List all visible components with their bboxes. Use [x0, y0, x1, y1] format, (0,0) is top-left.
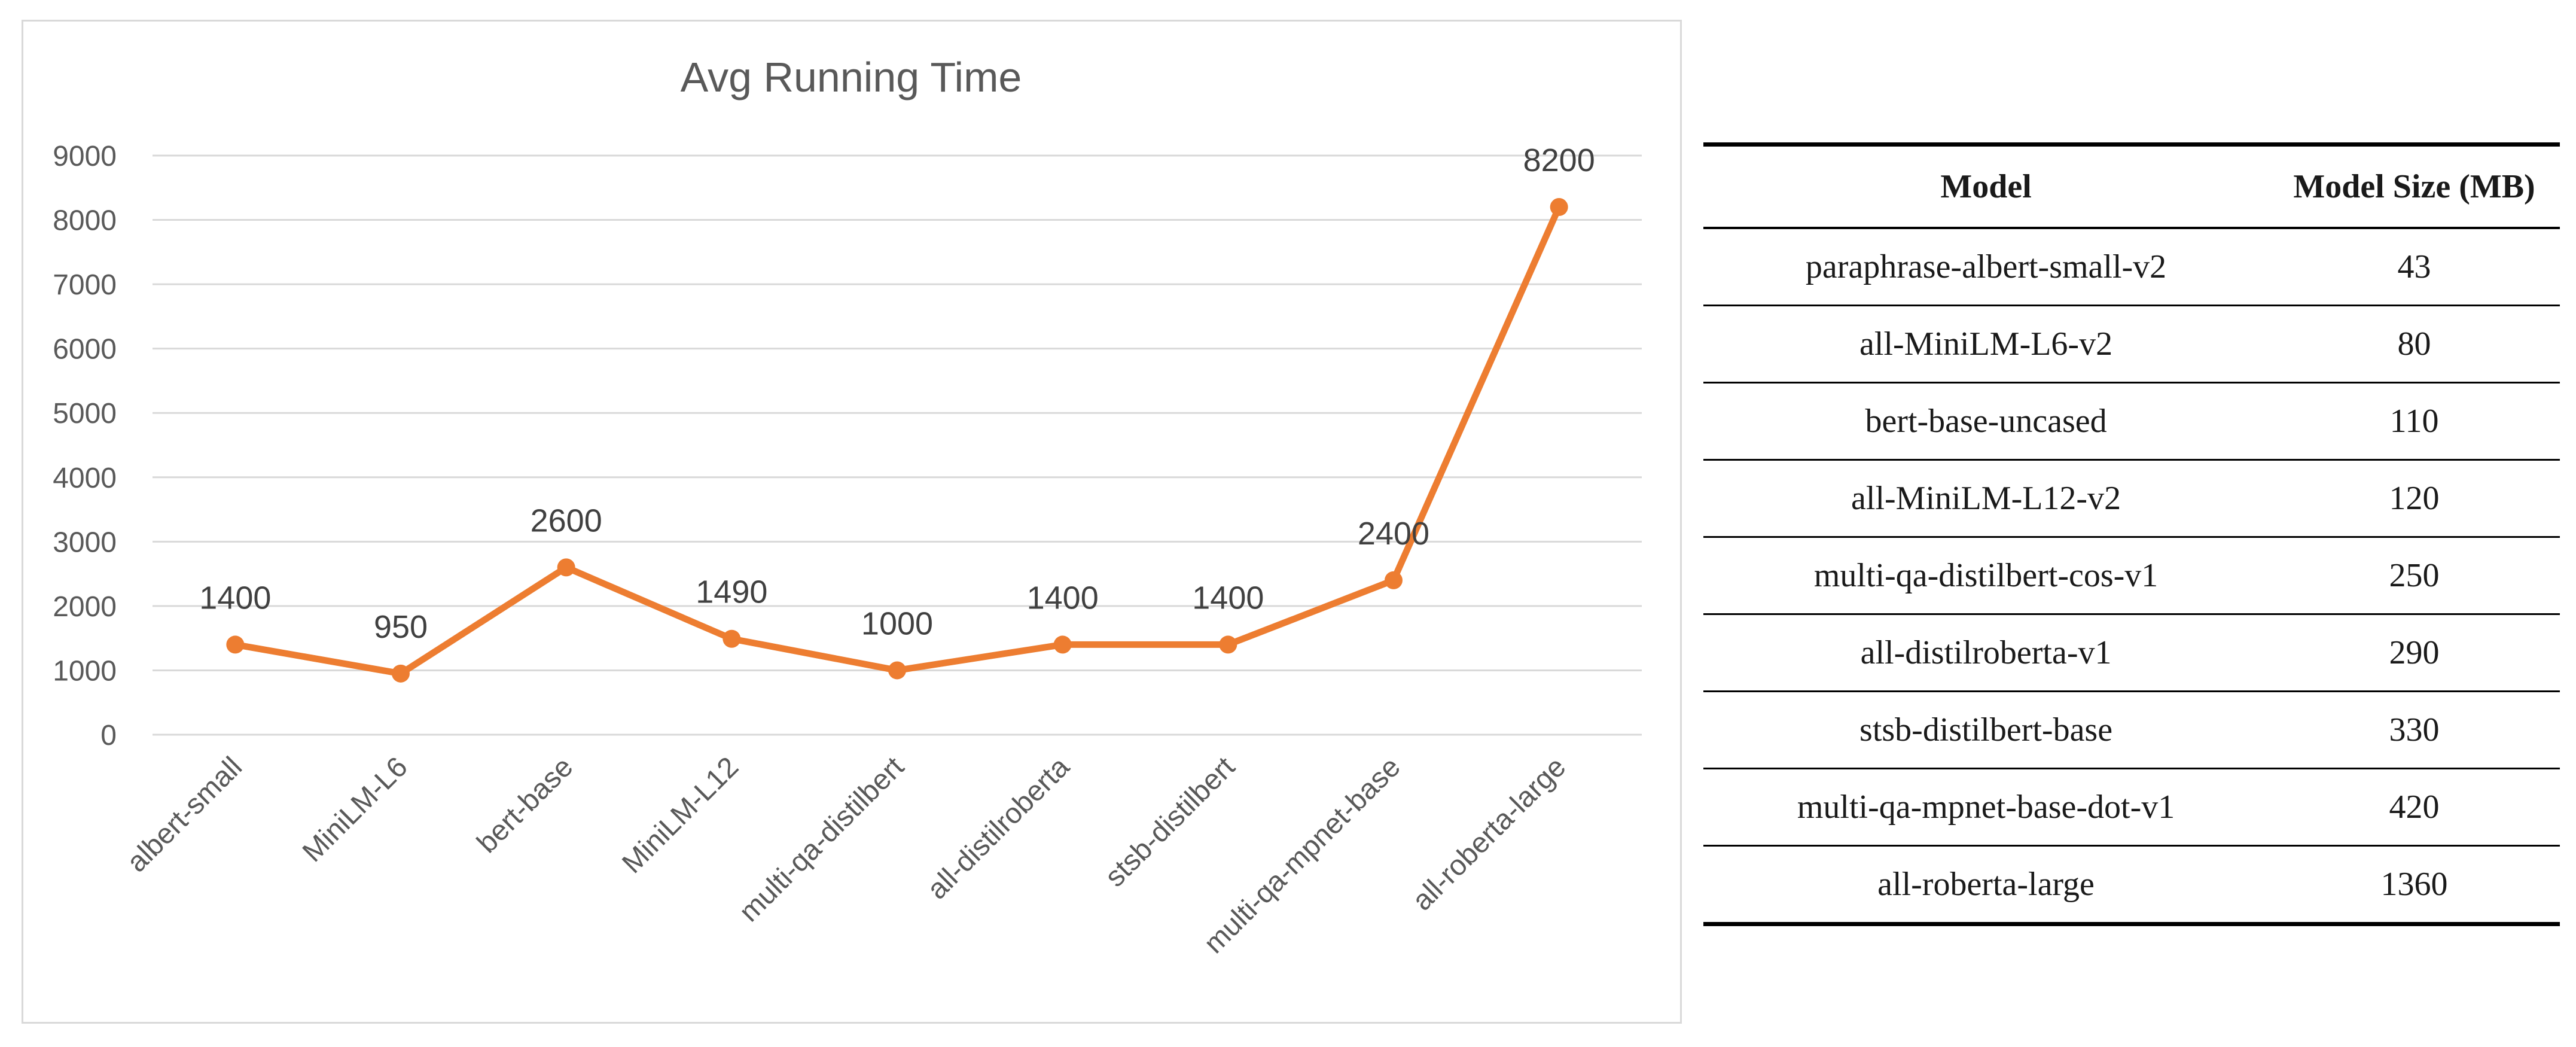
cell-size: 80: [2269, 305, 2560, 384]
y-tick-label: 6000: [53, 334, 117, 366]
header-model-size: Model Size (MB): [2269, 142, 2560, 229]
data-point: [723, 629, 741, 648]
y-tick-label: 5000: [53, 398, 117, 430]
data-point: [1550, 198, 1568, 217]
y-tick-label: 8000: [53, 205, 117, 237]
data-label: 8200: [1523, 142, 1595, 178]
y-tick-label: 0: [100, 720, 117, 751]
cell-size: 290: [2269, 614, 2560, 692]
data-label: 1400: [1027, 580, 1099, 616]
cell-size: 43: [2269, 228, 2560, 306]
y-tick-label: 3000: [53, 526, 117, 558]
data-label: 1400: [1192, 580, 1264, 616]
x-tick-label: MiniLM-L12: [616, 751, 745, 879]
cell-size: 110: [2269, 382, 2560, 461]
table-row: all-MiniLM-L12-v2 120: [1703, 459, 2560, 538]
x-tick-label: bert-base: [471, 751, 580, 859]
data-point: [1219, 635, 1237, 654]
data-label: 2400: [1358, 516, 1429, 552]
cell-model: all-MiniLM-L6-v2: [1703, 305, 2269, 384]
data-point: [392, 664, 410, 683]
data-point: [226, 635, 245, 654]
x-tick-label: multi-qa-distilbert: [733, 751, 910, 928]
cell-size: 420: [2269, 768, 2560, 847]
data-label: 1000: [861, 605, 933, 641]
cell-size: 120: [2269, 459, 2560, 538]
cell-size: 250: [2269, 537, 2560, 615]
table-row: all-MiniLM-L6-v2 80: [1703, 305, 2560, 384]
table-row: multi-qa-distilbert-cos-v1 250: [1703, 537, 2560, 615]
cell-model: bert-base-uncased: [1703, 382, 2269, 461]
table-row: paraphrase-albert-small-v2 43: [1703, 228, 2560, 306]
y-tick-label: 2000: [53, 591, 117, 623]
chart-title: Avg Running Time: [681, 54, 1022, 101]
y-axis-ticks: 0 1000 2000 3000 4000 5000 6000 7000 8000 9000: [53, 141, 117, 751]
data-point: [888, 661, 906, 680]
cell-model: all-roberta-large: [1703, 845, 2269, 926]
y-tick-label: 4000: [53, 462, 117, 494]
grid-layer: [153, 154, 1642, 736]
cell-size: 330: [2269, 691, 2560, 769]
data-points: [226, 198, 1568, 683]
model-size-table: Model Model Size (MB) paraphrase-albert-…: [1703, 142, 2560, 926]
chart-panel: [22, 20, 1682, 1024]
y-tick-label: 7000: [53, 269, 117, 301]
cell-model: stsb-distilbert-base: [1703, 691, 2269, 769]
table-row: stsb-distilbert-base 330: [1703, 691, 2560, 769]
header-model: Model: [1703, 142, 2269, 229]
cell-model: paraphrase-albert-small-v2: [1703, 228, 2269, 306]
series-line: [231, 203, 1563, 677]
x-tick-label: all-distilroberta: [921, 751, 1075, 905]
cell-model: all-MiniLM-L12-v2: [1703, 459, 2269, 538]
table-row: all-distilroberta-v1 290: [1703, 614, 2560, 692]
table-row: bert-base-uncased 110: [1703, 382, 2560, 461]
table-header-row: Model Model Size (MB): [1703, 142, 2560, 229]
cell-model: multi-qa-distilbert-cos-v1: [1703, 537, 2269, 615]
x-tick-label: stsb-distilbert: [1099, 751, 1241, 893]
y-tick-label: 1000: [53, 655, 117, 687]
x-tick-label: all-roberta-large: [1406, 751, 1572, 917]
cell-model: all-distilroberta-v1: [1703, 614, 2269, 692]
table-row: all-roberta-large 1360: [1703, 845, 2560, 926]
y-tick-label: 9000: [53, 141, 117, 172]
data-label: 950: [374, 609, 428, 645]
table-row: multi-qa-mpnet-base-dot-v1 420: [1703, 768, 2560, 847]
data-labels: 1400 950 2600 1490 1000 1400 1400 2400 8200: [199, 142, 1595, 645]
data-label: 1400: [199, 580, 271, 616]
data-label: 2600: [531, 503, 602, 538]
x-axis-ticks: albert-small MiniLM-L6 bert-base MiniLM-L12…: [121, 751, 1572, 960]
model-size-table-wrap: Model Model Size (MB) paraphrase-albert-…: [1703, 142, 2560, 926]
x-tick-label: albert-small: [121, 751, 248, 878]
cell-size: 1360: [2269, 845, 2560, 926]
data-point: [557, 558, 575, 577]
cell-model: multi-qa-mpnet-base-dot-v1: [1703, 768, 2269, 847]
data-point: [1053, 635, 1072, 654]
data-point: [1385, 571, 1403, 589]
x-tick-label: MiniLM-L6: [297, 751, 414, 868]
data-label: 1490: [696, 574, 767, 610]
